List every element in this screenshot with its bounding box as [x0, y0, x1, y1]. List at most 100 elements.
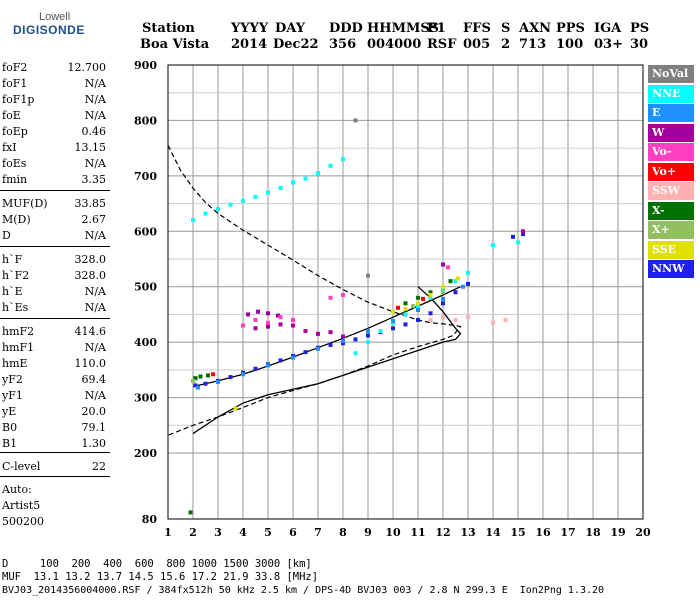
legend-item: X+: [648, 221, 694, 239]
data-point: [416, 317, 420, 322]
data-point: [403, 306, 408, 311]
data-point: [353, 118, 358, 123]
data-point: [228, 202, 233, 207]
data-point: [491, 243, 495, 248]
param-name: hmE: [2, 357, 28, 370]
data-point: [428, 311, 433, 316]
data-point: [461, 284, 465, 289]
x-tick-label: 2: [189, 526, 197, 539]
data-point: [391, 309, 395, 314]
header-label: AXN: [519, 21, 552, 36]
param-name: foE: [2, 109, 21, 122]
data-point: [411, 304, 415, 309]
data-point: [448, 279, 453, 284]
data-point: [266, 324, 270, 329]
header-label: PS: [630, 21, 650, 36]
param-name: h`F2: [2, 269, 30, 282]
param-row: yE 20.0: [2, 405, 106, 421]
param-value: N/A: [84, 389, 106, 402]
data-point: [446, 265, 450, 270]
header-value: 2: [501, 37, 511, 52]
data-point: [353, 351, 358, 356]
param-row: hmF2 414.6: [2, 325, 106, 341]
x-tick-label: 13: [460, 526, 475, 539]
data-point: [391, 319, 395, 324]
param-name: yF2: [2, 373, 23, 386]
data-point: [266, 311, 270, 316]
data-point: [403, 322, 408, 327]
header-value: 356: [329, 37, 357, 52]
data-point: [341, 341, 345, 346]
data-point: [216, 207, 220, 212]
x-tick-label: 1: [164, 526, 172, 539]
data-point: [328, 163, 333, 168]
data-point: [191, 218, 195, 223]
data-point: [228, 375, 233, 380]
y-tick-label: 600: [134, 225, 157, 238]
param-row: D N/A: [2, 229, 106, 245]
data-point: [416, 295, 420, 300]
data-point: [266, 190, 270, 195]
param-value: N/A: [84, 229, 106, 242]
curve-dashed: [167, 145, 462, 436]
data-point: [453, 290, 458, 295]
data-point: [466, 281, 470, 286]
y-tick-label: 200: [134, 447, 157, 460]
data-point: [466, 270, 470, 275]
data-point: [366, 273, 370, 278]
header-value: 004000: [367, 37, 422, 52]
param-name: C-level: [2, 460, 41, 473]
data-point: [266, 320, 270, 325]
data-point: [456, 276, 460, 281]
y-tick-label: 400: [134, 336, 157, 349]
x-tick-label: 14: [485, 526, 501, 539]
param-value: 3.35: [81, 173, 107, 186]
param-name: h`E: [2, 285, 23, 298]
curve-trace: [192, 286, 461, 388]
data-point: [328, 295, 333, 300]
param-name: foF2: [2, 61, 28, 74]
auto-code: 500200: [2, 515, 44, 528]
x-tick-label: 16: [535, 526, 551, 539]
data-point: [441, 284, 445, 289]
data-point: [416, 307, 420, 312]
data-point: [441, 315, 445, 320]
param-name: yE: [2, 405, 17, 418]
param-row: fxI 13.15: [2, 141, 106, 157]
data-point: [428, 317, 433, 322]
data-point: [216, 380, 220, 385]
x-tick-label: 17: [560, 526, 575, 539]
data-point: [303, 176, 308, 181]
data-point: [453, 279, 458, 284]
param-name: MUF(D): [2, 197, 48, 210]
data-point: [441, 290, 445, 295]
header-value: 2014: [231, 37, 268, 52]
footer-muf-row: MUF 13.1 13.2 13.7 14.5 15.6 17.2 21.9 3…: [2, 571, 319, 583]
param-row: B0 79.1: [2, 421, 106, 437]
data-point: [441, 262, 445, 267]
param-name: foF1: [2, 77, 28, 90]
legend-item: NNE: [648, 84, 694, 103]
data-point: [256, 309, 260, 314]
data-point: [188, 510, 193, 515]
param-row: foF1 N/A: [2, 77, 106, 93]
param-name: yF1: [2, 389, 23, 402]
header-label: IGA: [594, 21, 622, 36]
data-point: [233, 406, 238, 411]
data-point: [266, 363, 270, 368]
data-point: [278, 322, 283, 327]
data-point: [466, 315, 470, 320]
x-tick-label: 15: [510, 526, 525, 539]
data-point: [253, 366, 258, 371]
data-point: [403, 301, 408, 306]
data-point: [366, 340, 370, 345]
param-separator: [0, 476, 110, 477]
data-point: [316, 346, 320, 351]
header-label: FFS: [463, 21, 491, 36]
data-point: [516, 240, 520, 245]
data-point: [328, 330, 333, 335]
param-value: N/A: [84, 93, 106, 106]
header-value: 005: [463, 37, 491, 52]
param-row: M(D) 2.67: [2, 213, 106, 229]
